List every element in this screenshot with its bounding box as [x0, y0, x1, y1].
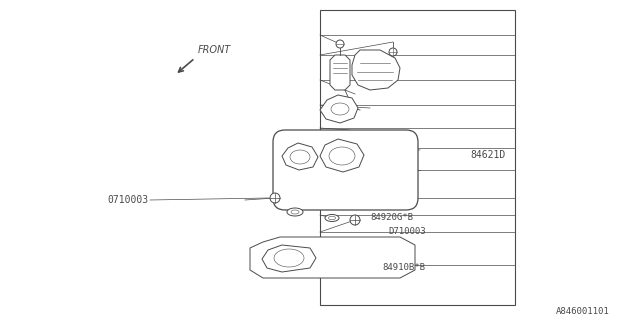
Ellipse shape [291, 210, 299, 214]
Circle shape [350, 215, 360, 225]
Polygon shape [282, 143, 318, 170]
Polygon shape [320, 139, 364, 172]
Circle shape [270, 193, 280, 203]
Ellipse shape [287, 208, 303, 216]
Bar [320, 10, 515, 305]
Polygon shape [250, 237, 415, 278]
Polygon shape [262, 245, 316, 272]
Ellipse shape [274, 249, 304, 267]
Text: 0710003: 0710003 [107, 195, 148, 205]
Ellipse shape [331, 103, 349, 115]
Ellipse shape [325, 214, 339, 221]
Ellipse shape [328, 216, 335, 220]
Ellipse shape [329, 147, 355, 165]
Text: FRONT: FRONT [198, 45, 231, 55]
Text: A846001101: A846001101 [556, 308, 610, 316]
Circle shape [336, 40, 344, 48]
Text: D710003: D710003 [388, 228, 426, 236]
FancyBboxPatch shape [273, 130, 418, 210]
Polygon shape [320, 95, 358, 123]
Polygon shape [330, 55, 350, 90]
Text: 84621D: 84621D [470, 150, 505, 160]
Ellipse shape [290, 150, 310, 164]
Circle shape [389, 48, 397, 56]
Text: 84920G*B: 84920G*B [370, 213, 413, 222]
Text: 84910B*B: 84910B*B [382, 263, 425, 273]
Polygon shape [352, 50, 400, 90]
